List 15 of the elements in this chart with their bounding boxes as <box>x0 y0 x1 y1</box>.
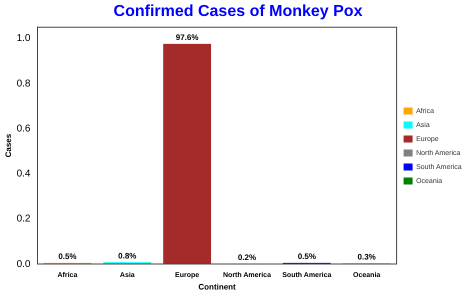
y-tick-label: 0.6 <box>16 123 31 134</box>
data-label: 0.3% <box>358 252 376 262</box>
y-tick-label: 1.0 <box>16 33 31 44</box>
data-label: 97.6% <box>176 33 198 42</box>
y-tick-label: 0.2 <box>16 214 31 225</box>
y-axis-title: Cases <box>4 133 14 158</box>
y-tick-label: 0.4 <box>16 168 31 180</box>
y-tick-label: 0.0 <box>16 258 31 270</box>
data-label: 0.5% <box>298 252 316 262</box>
x-axis-title: Continent <box>198 282 236 292</box>
y-tick-label: 0.8 <box>16 78 31 90</box>
data-label: 0.5% <box>58 252 77 262</box>
data-label: 0.2% <box>238 252 256 262</box>
data-label: 0.8% <box>118 251 136 260</box>
chart-title: Confirmed Cases of Monkey Pox <box>114 3 363 20</box>
